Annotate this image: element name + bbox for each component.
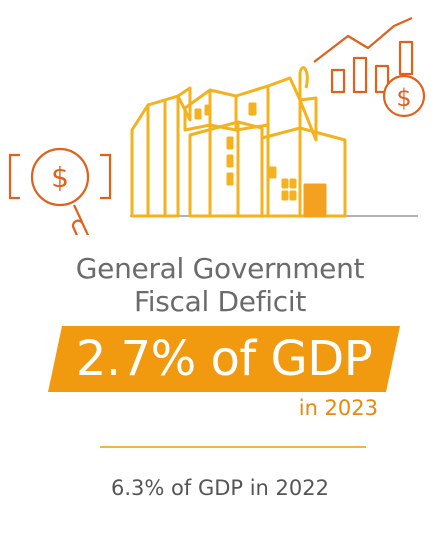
value-banner: 2.7% of GDP	[48, 326, 400, 392]
banner-shape	[48, 326, 400, 392]
magnifier-dollar-icon: $	[8, 147, 112, 235]
year-label: in 2023	[298, 396, 378, 420]
previous-year-comparison: 6.3% of GDP in 2022	[111, 476, 329, 500]
dollar-symbol-chart: $	[396, 84, 411, 112]
rising-chart-dollar-icon: $	[313, 16, 426, 118]
divider	[100, 446, 366, 448]
deficit-value: 2.7% of GDP	[75, 331, 373, 387]
headline-line-1: General Government	[75, 252, 365, 285]
headline-line-2: Fiscal Deficit	[133, 285, 307, 318]
headline: General Government Fiscal Deficit	[0, 252, 440, 318]
illustration: $ $	[8, 16, 426, 235]
dollar-symbol: $	[51, 161, 69, 194]
government-building-icon	[130, 66, 347, 218]
